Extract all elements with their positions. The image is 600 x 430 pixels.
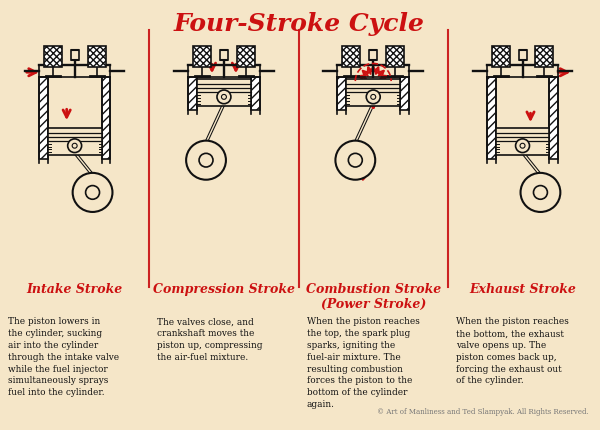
Circle shape (72, 144, 77, 149)
Circle shape (217, 91, 231, 104)
Circle shape (221, 95, 226, 100)
Text: Exhaust Stroke: Exhaust Stroke (469, 283, 576, 295)
Bar (369, 51, 377, 61)
Circle shape (533, 186, 547, 200)
Bar (193, 47, 211, 68)
Circle shape (371, 95, 376, 100)
Bar (535, 47, 553, 68)
Circle shape (73, 173, 112, 212)
Bar (39, 78, 48, 160)
Text: The piston lowers in
the cylinder, sucking
air into the cylinder
through the int: The piston lowers in the cylinder, sucki… (8, 317, 119, 396)
Text: Compression Stroke: Compression Stroke (153, 283, 295, 295)
Text: When the piston reaches
the top, the spark plug
sparks, igniting the
fuel-air mi: When the piston reaches the top, the spa… (307, 317, 419, 408)
Circle shape (349, 154, 362, 168)
Bar (220, 51, 228, 61)
Bar (44, 47, 62, 68)
Bar (101, 78, 110, 160)
Circle shape (68, 140, 82, 153)
Bar (400, 78, 409, 111)
Circle shape (521, 173, 560, 212)
Bar (386, 47, 404, 68)
Bar (346, 80, 400, 107)
Bar (487, 78, 496, 160)
Bar (48, 129, 101, 156)
Circle shape (520, 144, 525, 149)
Circle shape (335, 141, 375, 180)
Text: © Art of Manliness and Ted Slampyak. All Rights Reserved.: © Art of Manliness and Ted Slampyak. All… (377, 407, 589, 415)
Bar (550, 78, 559, 160)
Text: Four-Stroke Cycle: Four-Stroke Cycle (173, 12, 424, 36)
Circle shape (199, 154, 213, 168)
Circle shape (366, 91, 380, 104)
Text: When the piston reaches
the bottom, the exhaust
valve opens up. The
piston comes: When the piston reaches the bottom, the … (456, 317, 569, 384)
Bar (251, 78, 260, 111)
Bar (197, 80, 251, 107)
Bar (88, 47, 106, 68)
Circle shape (86, 186, 100, 200)
Circle shape (515, 140, 529, 153)
Text: Intake Stroke: Intake Stroke (26, 283, 123, 295)
Bar (71, 51, 79, 61)
Bar (496, 129, 550, 156)
Text: The valves close, and
crankshaft moves the
piston up, compressing
the air-fuel m: The valves close, and crankshaft moves t… (157, 317, 263, 361)
Text: Combustion Stroke
(Power Stroke): Combustion Stroke (Power Stroke) (305, 283, 441, 310)
Bar (491, 47, 509, 68)
Bar (188, 78, 197, 111)
Bar (343, 47, 360, 68)
Bar (518, 51, 527, 61)
Bar (337, 78, 346, 111)
Bar (237, 47, 255, 68)
Circle shape (186, 141, 226, 180)
